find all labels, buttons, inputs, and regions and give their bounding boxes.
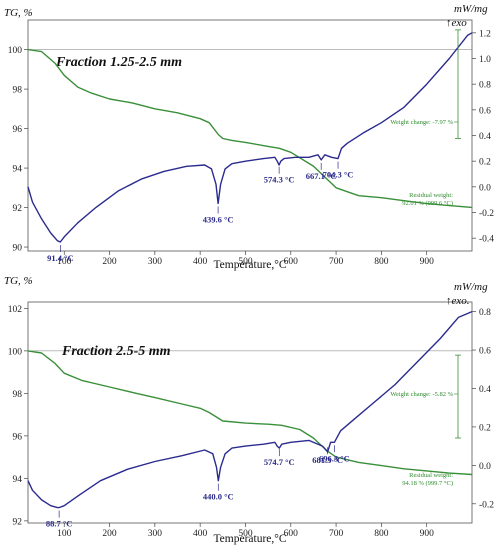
x-tick-label: 500 [238,257,253,267]
x-axis-title: Temperature,°C [213,533,286,545]
x-tick-label: 800 [374,529,389,539]
x-tick-label: 100 [57,257,72,267]
peak-label: 696.3 °C [319,453,350,463]
x-tick-label: 300 [148,257,163,267]
residual-weight-label: Residual weight: [409,192,453,199]
residual-weight-value: 92.01 % (999.6 °C) [402,200,453,207]
y-right-tick-label: -0.4 [479,235,494,245]
y-left-tick-label: 98 [13,390,23,400]
x-tick-label: 500 [238,529,253,539]
y-right-tick-label: 0.6 [479,347,491,357]
y-right-tick-label: 0.4 [479,385,491,395]
peak-label: 667.1 °C [306,171,337,181]
dsc-series-line [27,310,473,509]
y-right-axis-title: mW/mg [454,3,488,15]
y-left-tick-label: 100 [8,347,23,357]
x-tick-label: 600 [284,257,299,267]
peak-label: 439.6 °C [203,215,234,225]
residual-weight-value: 94.18 % (999.7 °C) [402,480,453,487]
x-tick-label: 600 [284,529,299,539]
exo-direction-label: ↑exo. [446,295,470,307]
y-left-tick-label: 96 [13,125,23,135]
y-right-tick-label: 0.0 [479,183,491,193]
y-left-axis-title: TG, % [4,275,33,287]
y-left-tick-label: 92 [13,204,23,214]
x-tick-label: 400 [193,257,208,267]
dsc-series-line [27,32,473,243]
x-tick-label: 700 [329,529,344,539]
y-left-tick-label: 92 [13,517,23,527]
chart-title: Fraction 1.25-2.5 mm [55,55,182,70]
exo-direction-label: ↑exo [446,17,467,29]
y-left-axis-title: TG, % [4,7,33,19]
chart-panel-fraction-1: 100 200 300 400 500 600 700 800 900 90 92 94 96 98 100… [4,3,494,271]
y-right-tick-label: -0.2 [479,209,494,219]
residual-weight-label: Residual weight: [409,472,453,479]
y-right-tick-label: 1.0 [479,55,491,65]
x-tick-label: 700 [329,257,344,267]
x-tick-label: 200 [102,257,117,267]
y-left-tick-label: 102 [8,305,23,315]
peak-label: 574.7 °C [264,457,295,467]
y-right-axis-title: mW/mg [454,281,488,293]
y-left-tick-label: 94 [13,165,23,175]
tg-series-line [27,48,473,209]
x-tick-label: 800 [374,257,389,267]
plot-frame [27,301,473,524]
y-left-tick-label: 100 [8,46,23,56]
y-right-tick-label: 1.2 [479,29,491,39]
y-right-tick-label: 0.8 [479,308,491,318]
x-tick-label: 400 [193,529,208,539]
y-right-tick-label: -0.2 [479,500,494,510]
y-right-tick-label: 0.4 [479,132,491,142]
x-tick-label: 300 [148,529,163,539]
y-right-tick-label: 0.6 [479,106,491,116]
y-right-tick-label: 0.8 [479,81,491,91]
y-left-tick-label: 98 [13,86,23,96]
y-left-tick-label: 96 [13,432,23,442]
x-tick-label: 900 [420,257,435,267]
chart-panel-fraction-2: 100 200 300 400 500 600 700 800 900 92 94 96 98 100 10… [4,275,494,545]
peak-label: 574.3 °C [264,175,295,185]
y-right-tick-label: 0.0 [479,462,491,472]
peak-label: 704.3 °C [323,170,354,180]
y-right-tick-label: 0.2 [479,423,491,433]
peak-label: 88.7 °C [46,519,73,529]
peak-label: 440.0 °C [203,492,234,502]
y-left-tick-label: 90 [13,244,23,254]
chart-title: Fraction 2.5-5 mm [61,344,171,359]
x-tick-label: 900 [420,529,435,539]
weight-change-label: Weight change: -7.97 % [390,119,453,126]
x-axis-title: Temperature,°C [213,259,286,271]
y-right-tick-label: 0.2 [479,158,491,168]
weight-change-label: Weight change: -5.82 % [390,391,453,398]
tg-series-line [27,350,473,476]
x-tick-label: 100 [57,529,72,539]
peak-label: 681.3 °C [312,455,343,465]
y-left-tick-label: 94 [13,475,23,485]
x-tick-label: 200 [102,529,117,539]
peak-label: 91.4 °C [47,253,74,263]
